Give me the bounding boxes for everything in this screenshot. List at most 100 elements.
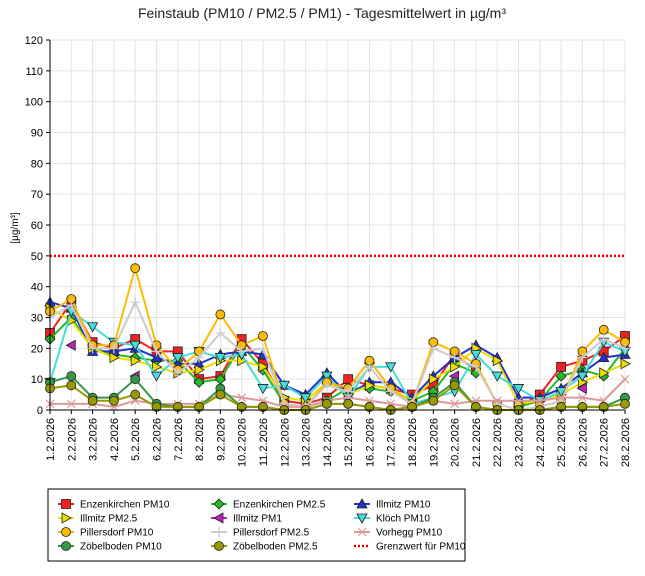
data-point xyxy=(556,361,567,372)
legend-label: Illmitz PM1 xyxy=(233,514,282,525)
y-tick-label: 40 xyxy=(31,282,43,294)
x-tick-label: 24.2.2026 xyxy=(535,418,547,467)
legend-item: Pillersdorf PM10 xyxy=(58,527,154,539)
data-point xyxy=(535,396,545,406)
data-point xyxy=(364,361,375,372)
x-tick-label: 7.2.2026 xyxy=(173,418,185,461)
data-point xyxy=(599,367,610,379)
data-point xyxy=(620,343,630,354)
data-point xyxy=(215,389,226,400)
data-point xyxy=(299,393,312,404)
data-point xyxy=(365,379,376,392)
data-point xyxy=(450,399,460,409)
axes: 0 10 20 30 40 50 60 70 80 90 100 110 120 1.2.2026 2.2.… xyxy=(25,35,632,467)
data-point xyxy=(449,380,460,391)
legend-item: Enzenkirchen PM2.5 xyxy=(211,498,326,511)
data-point xyxy=(321,398,332,409)
data-point xyxy=(278,380,290,392)
y-tick-label: 90 xyxy=(31,128,43,140)
x-tick-label: 20.2.2026 xyxy=(450,418,462,467)
x-tick-label: 21.2.2026 xyxy=(471,418,483,467)
data-point xyxy=(66,371,77,381)
x-tick-label: 23.2.2026 xyxy=(514,418,526,467)
data-point xyxy=(194,352,205,363)
legend-marker xyxy=(214,541,224,551)
series-line xyxy=(49,301,626,411)
y-tick-label: 30 xyxy=(31,313,43,325)
data-point xyxy=(108,395,119,406)
data-point xyxy=(449,352,460,363)
series-line xyxy=(49,301,626,399)
x-tick-label: 9.2.2026 xyxy=(215,418,227,461)
data-point xyxy=(87,395,98,406)
data-point xyxy=(492,354,504,367)
data-point xyxy=(257,343,268,354)
legend-marker xyxy=(214,527,224,537)
data-point xyxy=(236,346,247,357)
legend-box xyxy=(47,488,466,562)
legend-item: Zöbelboden PM2.5 xyxy=(211,541,318,553)
data-point xyxy=(491,371,503,382)
data-point xyxy=(150,371,163,382)
legend-label: Pillersdorf PM10 xyxy=(80,528,154,539)
x-tick-label: 27.2.2026 xyxy=(599,418,611,467)
data-point xyxy=(150,351,163,362)
data-point xyxy=(470,350,482,361)
data-point xyxy=(577,352,588,363)
x-tick-label: 6.2.2026 xyxy=(151,418,163,461)
data-point xyxy=(577,393,587,403)
data-point xyxy=(130,297,141,308)
legend-marker xyxy=(61,512,72,524)
data-point xyxy=(556,393,566,403)
data-point xyxy=(620,358,631,370)
x-tick-label: 3.2.2026 xyxy=(88,418,100,461)
legend-marker xyxy=(213,498,225,510)
x-tick-label: 25.2.2026 xyxy=(556,418,568,467)
data-point xyxy=(492,396,502,406)
data-point xyxy=(428,343,439,354)
x-tick-label: 8.2.2026 xyxy=(194,418,206,461)
legend-label: Klöch PM10 xyxy=(376,514,430,525)
legend-label: Zöbelboden PM2.5 xyxy=(233,542,318,553)
legend-label: Enzenkirchen PM10 xyxy=(80,500,170,511)
y-tick-label: 10 xyxy=(31,374,43,386)
data-point xyxy=(237,393,247,403)
legend-item: Enzenkirchen PM10 xyxy=(58,499,170,511)
data-point xyxy=(130,374,141,385)
data-point xyxy=(514,396,523,406)
x-tick-label: 2.2.2026 xyxy=(66,418,78,461)
data-point xyxy=(428,373,440,385)
data-point xyxy=(172,353,184,364)
x-tick-label: 17.2.2026 xyxy=(386,418,398,467)
data-point xyxy=(257,384,269,395)
data-point xyxy=(555,370,567,382)
legend-marker xyxy=(61,527,71,537)
y-tick-label: 110 xyxy=(25,66,43,78)
data-point xyxy=(321,371,333,382)
data-point xyxy=(258,361,269,373)
legend-item: Illmitz PM10 xyxy=(354,498,431,511)
data-point xyxy=(576,382,587,395)
x-tick-label: 10.2.2026 xyxy=(237,418,249,467)
data-point xyxy=(194,364,205,376)
legend-item: Grenzwert für PM10 xyxy=(354,542,466,553)
data-point xyxy=(428,395,439,406)
data-point xyxy=(86,322,99,333)
data-point xyxy=(130,263,141,274)
x-tick-label: 12.2.2026 xyxy=(279,418,291,467)
data-point xyxy=(66,399,76,409)
data-point xyxy=(215,327,226,338)
legend-item: Illmitz PM2.5 xyxy=(58,512,138,525)
x-tick-label: 18.2.2026 xyxy=(407,418,419,467)
data-point xyxy=(555,387,567,398)
y-tick-label: 50 xyxy=(31,251,43,263)
x-tick-label: 22.2.2026 xyxy=(492,418,504,467)
data-point xyxy=(598,324,609,335)
data-point xyxy=(172,368,183,378)
series-line xyxy=(49,310,626,405)
legend-item: Klöch PM10 xyxy=(354,514,430,525)
y-tick-label: 100 xyxy=(25,97,43,109)
data-point xyxy=(130,389,141,400)
data-point xyxy=(343,398,354,409)
